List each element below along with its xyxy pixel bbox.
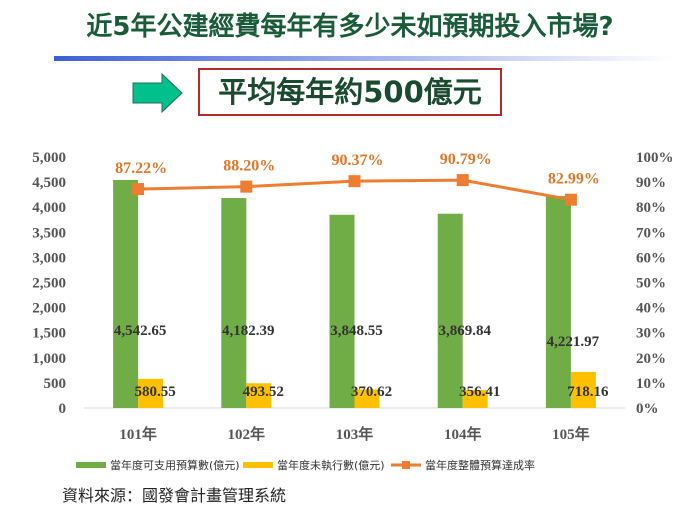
right-axis-tick: 70% <box>636 225 666 241</box>
achievement-rate-marker <box>456 174 469 187</box>
unexecuted-bar <box>138 378 164 408</box>
budget-data-label: 4,221.97 <box>547 334 600 350</box>
right-axis-tick: 0% <box>636 401 659 417</box>
source-note: 資料來源：國發會計畫管理系統 <box>62 486 287 505</box>
combo-chart: 0 0% 500 10% 1,000 20% 1,500 30% 2,000 40% 2,500 50… <box>32 150 674 472</box>
unexecuted-data-label: 493.52 <box>243 384 284 400</box>
achievement-rate-marker <box>132 183 145 196</box>
unexecuted-data-label: 718.16 <box>567 384 609 400</box>
achievement-rate-label: 87.22% <box>115 160 167 177</box>
budget-bar <box>545 196 571 408</box>
unexecuted-bar <box>354 389 380 408</box>
legend-label-unexecuted: 當年度未執行數(億元) <box>277 458 385 472</box>
left-axis-tick: 4,500 <box>32 175 66 191</box>
right-axis-tick: 40% <box>636 301 666 317</box>
unexecuted-bar <box>570 371 596 408</box>
achievement-rate-marker <box>240 180 253 193</box>
budget-data-label: 3,848.55 <box>330 323 383 339</box>
page-title: 近5年公建經費每年有多少未如預期投入市場? <box>86 12 614 42</box>
right-axis-tick: 60% <box>636 250 666 266</box>
achievement-rate-label: 90.37% <box>332 152 384 169</box>
right-arrow-icon <box>132 73 183 113</box>
left-axis-tick: 0 <box>59 401 67 417</box>
left-axis-tick: 2,000 <box>32 301 66 317</box>
legend-swatch-unexecuted <box>243 462 273 468</box>
achievement-rate-marker <box>348 175 361 188</box>
budget-data-label: 4,542.65 <box>114 323 167 339</box>
unexecuted-bar <box>246 383 272 408</box>
category-label: 102年 <box>228 425 266 443</box>
unexecuted-data-label: 370.62 <box>351 384 392 400</box>
right-axis-tick: 30% <box>636 326 666 342</box>
left-axis-tick: 5,000 <box>32 150 66 166</box>
legend-marker-rate <box>402 461 410 469</box>
right-axis-tick: 100% <box>636 150 674 166</box>
budget-bar <box>221 198 247 408</box>
legend-label-budget: 當年度可支用預算數(億元) <box>110 458 240 472</box>
right-axis-tick: 20% <box>636 351 666 367</box>
title-divider <box>54 56 674 61</box>
achievement-rate-label: 82.99% <box>548 171 600 188</box>
achievement-rate-label: 88.20% <box>223 158 275 175</box>
budget-data-label: 3,869.84 <box>438 323 491 339</box>
left-axis-tick: 1,000 <box>32 351 66 367</box>
legend-swatch-budget <box>76 462 106 468</box>
legend-label-rate: 當年度整體預算達成率 <box>425 458 535 472</box>
right-axis-tick: 80% <box>636 200 666 216</box>
left-axis-tick: 4,000 <box>32 200 66 216</box>
right-axis-tick: 10% <box>636 376 666 392</box>
unexecuted-bar <box>462 390 488 408</box>
unexecuted-data-label: 580.55 <box>134 384 175 400</box>
achievement-rate-marker <box>564 193 577 206</box>
left-axis-tick: 3,000 <box>32 250 66 266</box>
left-axis-tick: 1,500 <box>32 326 66 342</box>
achievement-rate-label: 90.79% <box>440 151 492 168</box>
callout-box: 平均每年約500億元 <box>198 68 502 116</box>
category-label: 103年 <box>336 425 374 443</box>
budget-bar <box>113 179 139 408</box>
left-axis-tick: 500 <box>44 376 67 392</box>
budget-bar <box>437 213 463 408</box>
category-label: 101年 <box>119 425 157 443</box>
budget-bar <box>329 214 355 408</box>
category-label: 105年 <box>552 425 590 443</box>
budget-data-label: 4,182.39 <box>222 323 275 339</box>
category-label: 104年 <box>444 425 482 443</box>
right-axis-tick: 90% <box>636 175 666 191</box>
unexecuted-data-label: 356.41 <box>459 384 500 400</box>
right-axis-tick: 50% <box>636 276 666 292</box>
left-axis-tick: 2,500 <box>32 276 66 292</box>
left-axis-tick: 3,500 <box>32 225 66 241</box>
